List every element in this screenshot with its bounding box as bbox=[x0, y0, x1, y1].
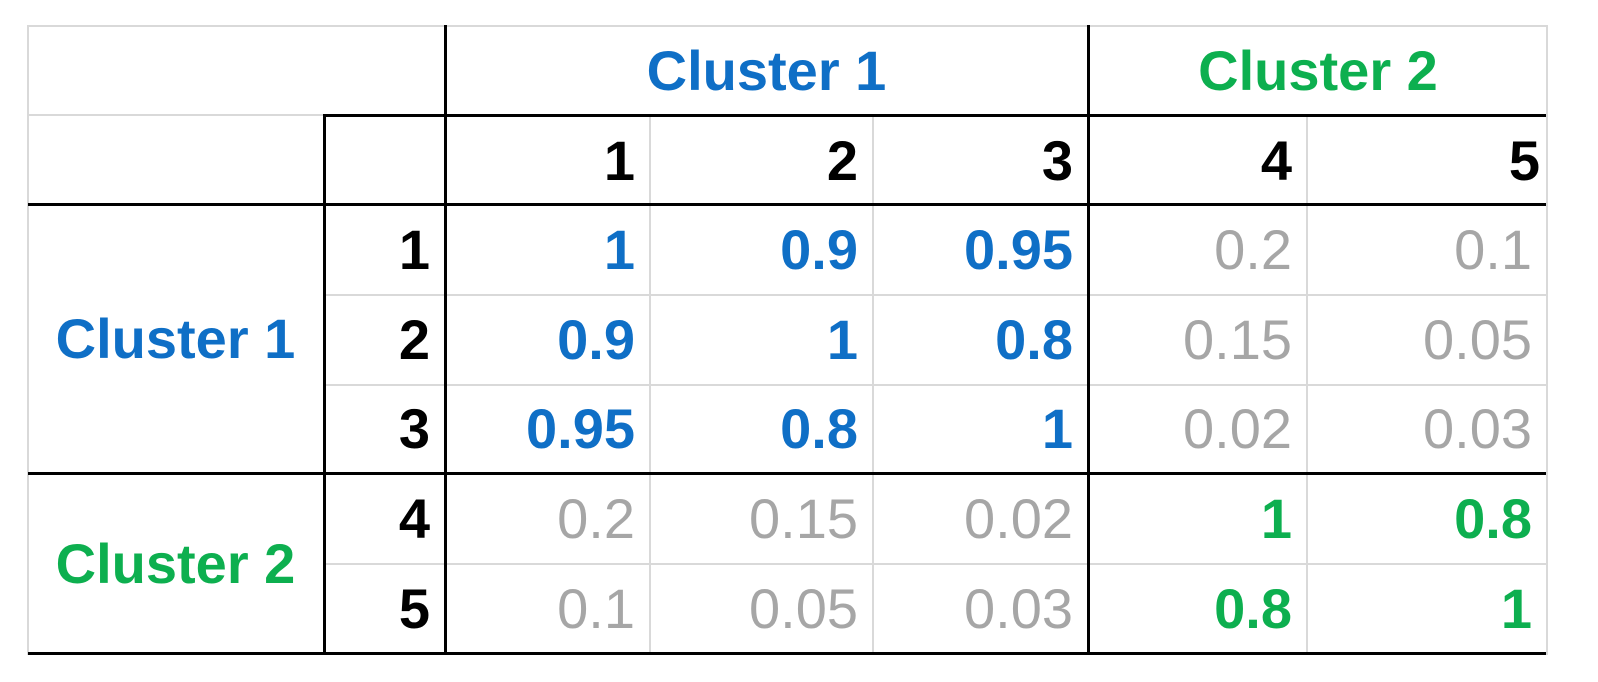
matrix-cell: 1 bbox=[826, 308, 858, 371]
grid-row-line bbox=[326, 384, 1546, 386]
grid-col-line bbox=[872, 116, 874, 654]
matrix-cell: 0.8 bbox=[1454, 487, 1532, 550]
row-index: 3 bbox=[398, 397, 430, 460]
col-index: 5 bbox=[1508, 128, 1540, 192]
row-index-left-border bbox=[323, 114, 326, 655]
matrix-cell: 0.95 bbox=[526, 397, 635, 460]
matrix-cell: 0.2 bbox=[557, 487, 635, 550]
matrix-cell: 0.1 bbox=[557, 576, 635, 640]
grid-col-line bbox=[1306, 116, 1308, 654]
matrix-cell: 0.05 bbox=[1423, 308, 1532, 371]
col-header-cluster-2: Cluster 2 bbox=[1198, 39, 1438, 102]
matrix-cell: 1 bbox=[1041, 397, 1073, 460]
matrix-cell: 0.15 bbox=[1183, 308, 1292, 371]
matrix-cell: 0.03 bbox=[1423, 397, 1532, 460]
matrix-cell: 0.95 bbox=[964, 218, 1073, 281]
row-index-right-border bbox=[444, 25, 447, 655]
grid-row-line bbox=[326, 294, 1546, 296]
matrix-cell: 0.15 bbox=[749, 487, 858, 550]
grid-right-line bbox=[1546, 25, 1548, 655]
matrix-cell: 0.2 bbox=[1214, 218, 1292, 281]
grid-col-line bbox=[649, 116, 651, 654]
col-header-cluster-1: Cluster 1 bbox=[646, 39, 887, 102]
row-index: 5 bbox=[398, 576, 430, 640]
matrix-cell: 0.9 bbox=[557, 308, 635, 371]
row-header-cluster-2: Cluster 2 bbox=[55, 531, 296, 595]
matrix-cell: 1 bbox=[1500, 576, 1532, 640]
matrix-cell: 0.05 bbox=[749, 576, 858, 640]
matrix-cell: 1 bbox=[1260, 487, 1292, 550]
bottom-border-line bbox=[28, 652, 1546, 655]
grid-left-line bbox=[27, 25, 29, 655]
matrix-cell: 0.8 bbox=[1214, 576, 1292, 640]
matrix-cell: 0.03 bbox=[964, 576, 1073, 640]
cluster-col-separator-line bbox=[1087, 25, 1090, 655]
matrix-cell: 0.02 bbox=[964, 487, 1073, 550]
matrix-cell: 0.02 bbox=[1183, 397, 1292, 460]
header-separator-line bbox=[325, 114, 1546, 117]
row-index: 4 bbox=[398, 487, 430, 550]
row-index: 1 bbox=[398, 218, 430, 281]
col-index: 2 bbox=[826, 128, 858, 192]
row-header-cluster-1: Cluster 1 bbox=[55, 307, 296, 370]
cluster-row-separator-line bbox=[28, 472, 1546, 475]
col-index: 4 bbox=[1260, 128, 1292, 192]
matrix-cell: 0.8 bbox=[995, 308, 1073, 371]
matrix-cell: 0.8 bbox=[780, 397, 858, 460]
grid-row-line bbox=[28, 114, 326, 116]
row-index: 2 bbox=[398, 308, 430, 371]
matrix-cell: 1 bbox=[603, 218, 635, 281]
grid-row-line bbox=[326, 563, 1546, 565]
grid-top-line bbox=[28, 25, 1548, 27]
matrix-cell: 0.1 bbox=[1454, 218, 1532, 281]
matrix-cell: 0.9 bbox=[780, 218, 858, 281]
col-index: 1 bbox=[603, 128, 635, 192]
header-separator-line bbox=[28, 203, 1546, 206]
col-index: 3 bbox=[1041, 128, 1073, 192]
